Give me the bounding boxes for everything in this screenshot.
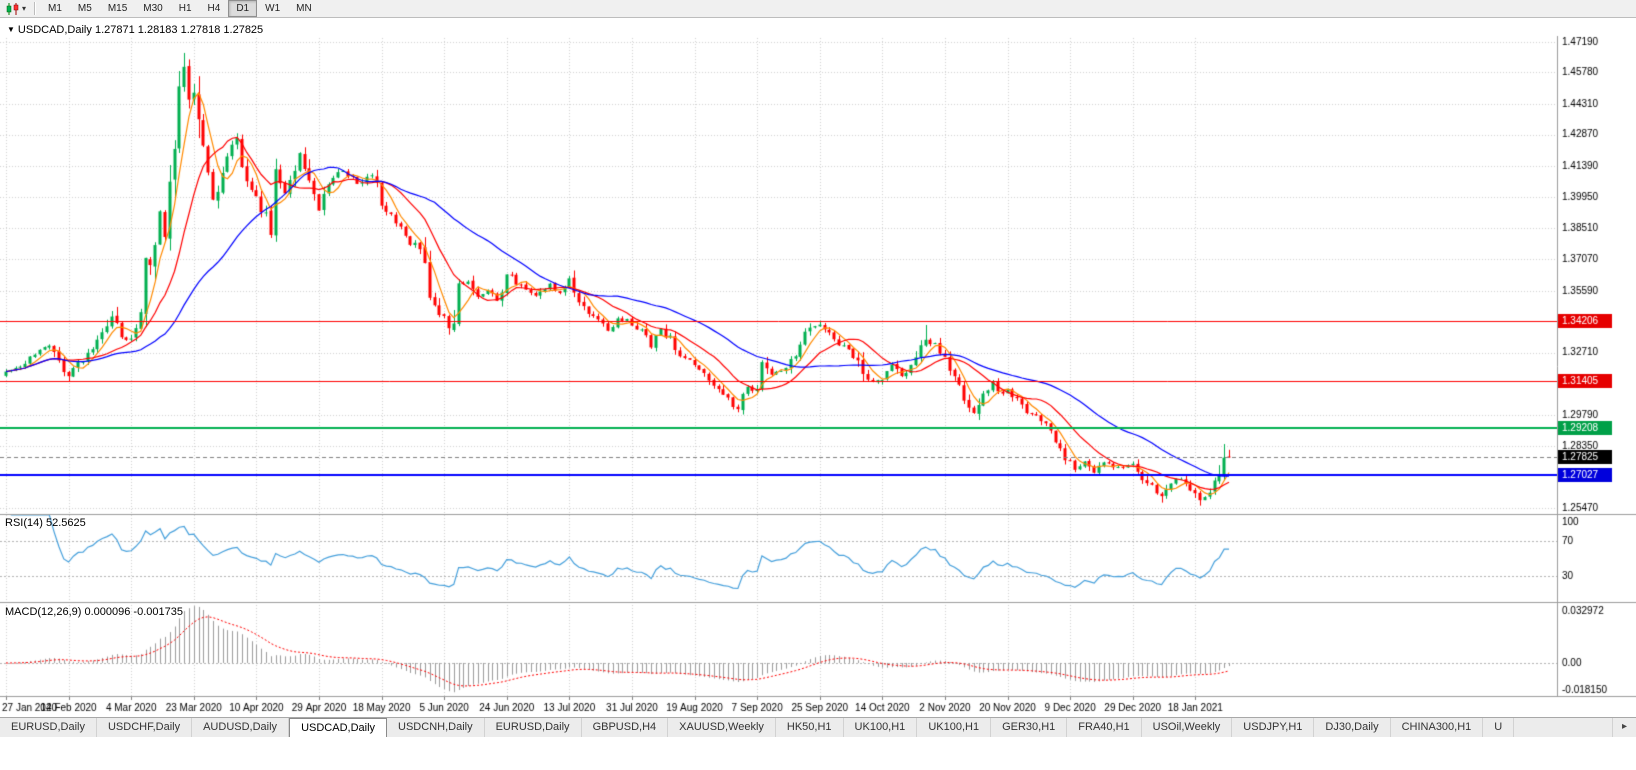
timeframe-button-m30[interactable]: M30	[143, 3, 163, 14]
footer-space	[0, 737, 1636, 770]
timeframe-button-mn[interactable]: MN	[296, 3, 312, 14]
chart-ohlc-values: 1.27871 1.28183 1.27818 1.27825	[94, 24, 264, 36]
chevron-down-icon: ▾	[22, 3, 27, 13]
rsi-name: RSI(14)	[5, 517, 43, 529]
tab-scroll-right-button[interactable]: ▸	[1611, 718, 1636, 737]
macd-indicator-label: MACD(12,26,9) 0.000096 -0.001735	[5, 606, 183, 618]
timeframe-button-m15[interactable]: M15	[107, 3, 128, 14]
chart-tab-gbpusd-h4[interactable]: GBPUSD,H4	[582, 718, 669, 737]
timeframe-button-w1[interactable]: W1	[265, 3, 281, 14]
price-chart-canvas[interactable]	[0, 18, 1636, 717]
chart-tab-usdcad-daily[interactable]: USDCAD,Daily	[289, 718, 388, 737]
chart-symbol-period: USDCAD,Daily	[17, 24, 92, 36]
chart-tab-uk100-h1[interactable]: UK100,H1	[917, 718, 992, 737]
toolbar-separator	[34, 2, 36, 15]
chart-tab-usdjpy-h1[interactable]: USDJPY,H1	[1232, 718, 1315, 737]
timeframe-button-h4[interactable]: H4	[207, 3, 221, 14]
chart-tab-bar: EURUSD,Daily USDCHF,Daily AUDUSD,Daily USDC…	[0, 717, 1636, 737]
rsi-value: 52.5625	[45, 517, 86, 529]
chart-tab-dj30-daily[interactable]: DJ30,Daily	[1314, 718, 1391, 737]
chart-ohlc-caption: ▼ USDCAD,Daily 1.27871 1.28183 1.27818 1.…	[7, 24, 263, 36]
chart-tab-china300-h1[interactable]: CHINA300,H1	[1391, 718, 1484, 737]
macd-name: MACD(12,26,9)	[5, 606, 82, 618]
chart-tab-u[interactable]: U	[1483, 718, 1515, 737]
chart-tab-hk50-h1[interactable]: HK50,H1	[776, 718, 844, 737]
symbol-dropdown-icon[interactable]: ▼	[7, 25, 15, 34]
chart-tab-usoil-weekly[interactable]: USOil,Weekly	[1142, 718, 1233, 737]
candlestick-chart-icon	[6, 2, 19, 15]
timeframe-button-m1[interactable]: M1	[48, 3, 62, 14]
chart-tab-usdcnh-daily[interactable]: USDCNH,Daily	[387, 718, 485, 737]
chart-tab-eurusd-daily[interactable]: EURUSD,Daily	[0, 718, 97, 737]
chart-tab-ger30-h1[interactable]: GER30,H1	[991, 718, 1068, 737]
chart-type-menu-button[interactable]: ▾	[3, 1, 29, 17]
timeframe-button-h1[interactable]: H1	[178, 3, 192, 14]
rsi-indicator-label: RSI(14) 52.5625	[5, 517, 86, 529]
macd-values: 0.000096 -0.001735	[84, 606, 183, 618]
chart-tab-eurusd-daily[interactable]: EURUSD,Daily	[485, 718, 582, 737]
timeframe-buttons-group: M1 M5 M15 M30 H1 H4 D1 W1 MN	[40, 0, 320, 17]
chart-tab-uk100-h1[interactable]: UK100,H1	[844, 718, 918, 737]
chart-tab-fra40-h1[interactable]: FRA40,H1	[1067, 718, 1142, 737]
chart-tab-audusd-daily[interactable]: AUDUSD,Daily	[192, 718, 290, 737]
timeframe-button-d1[interactable]: D1	[228, 0, 258, 17]
timeframe-toolbar: ▾ M1 M5 M15 M30 H1 H4 D1 W1 MN	[0, 0, 1636, 18]
chart-tab-xauusd-weekly[interactable]: XAUUSD,Weekly	[668, 718, 776, 737]
timeframe-button-m5[interactable]: M5	[77, 3, 92, 14]
chart-tab-usdchf-daily[interactable]: USDCHF,Daily	[97, 718, 193, 737]
